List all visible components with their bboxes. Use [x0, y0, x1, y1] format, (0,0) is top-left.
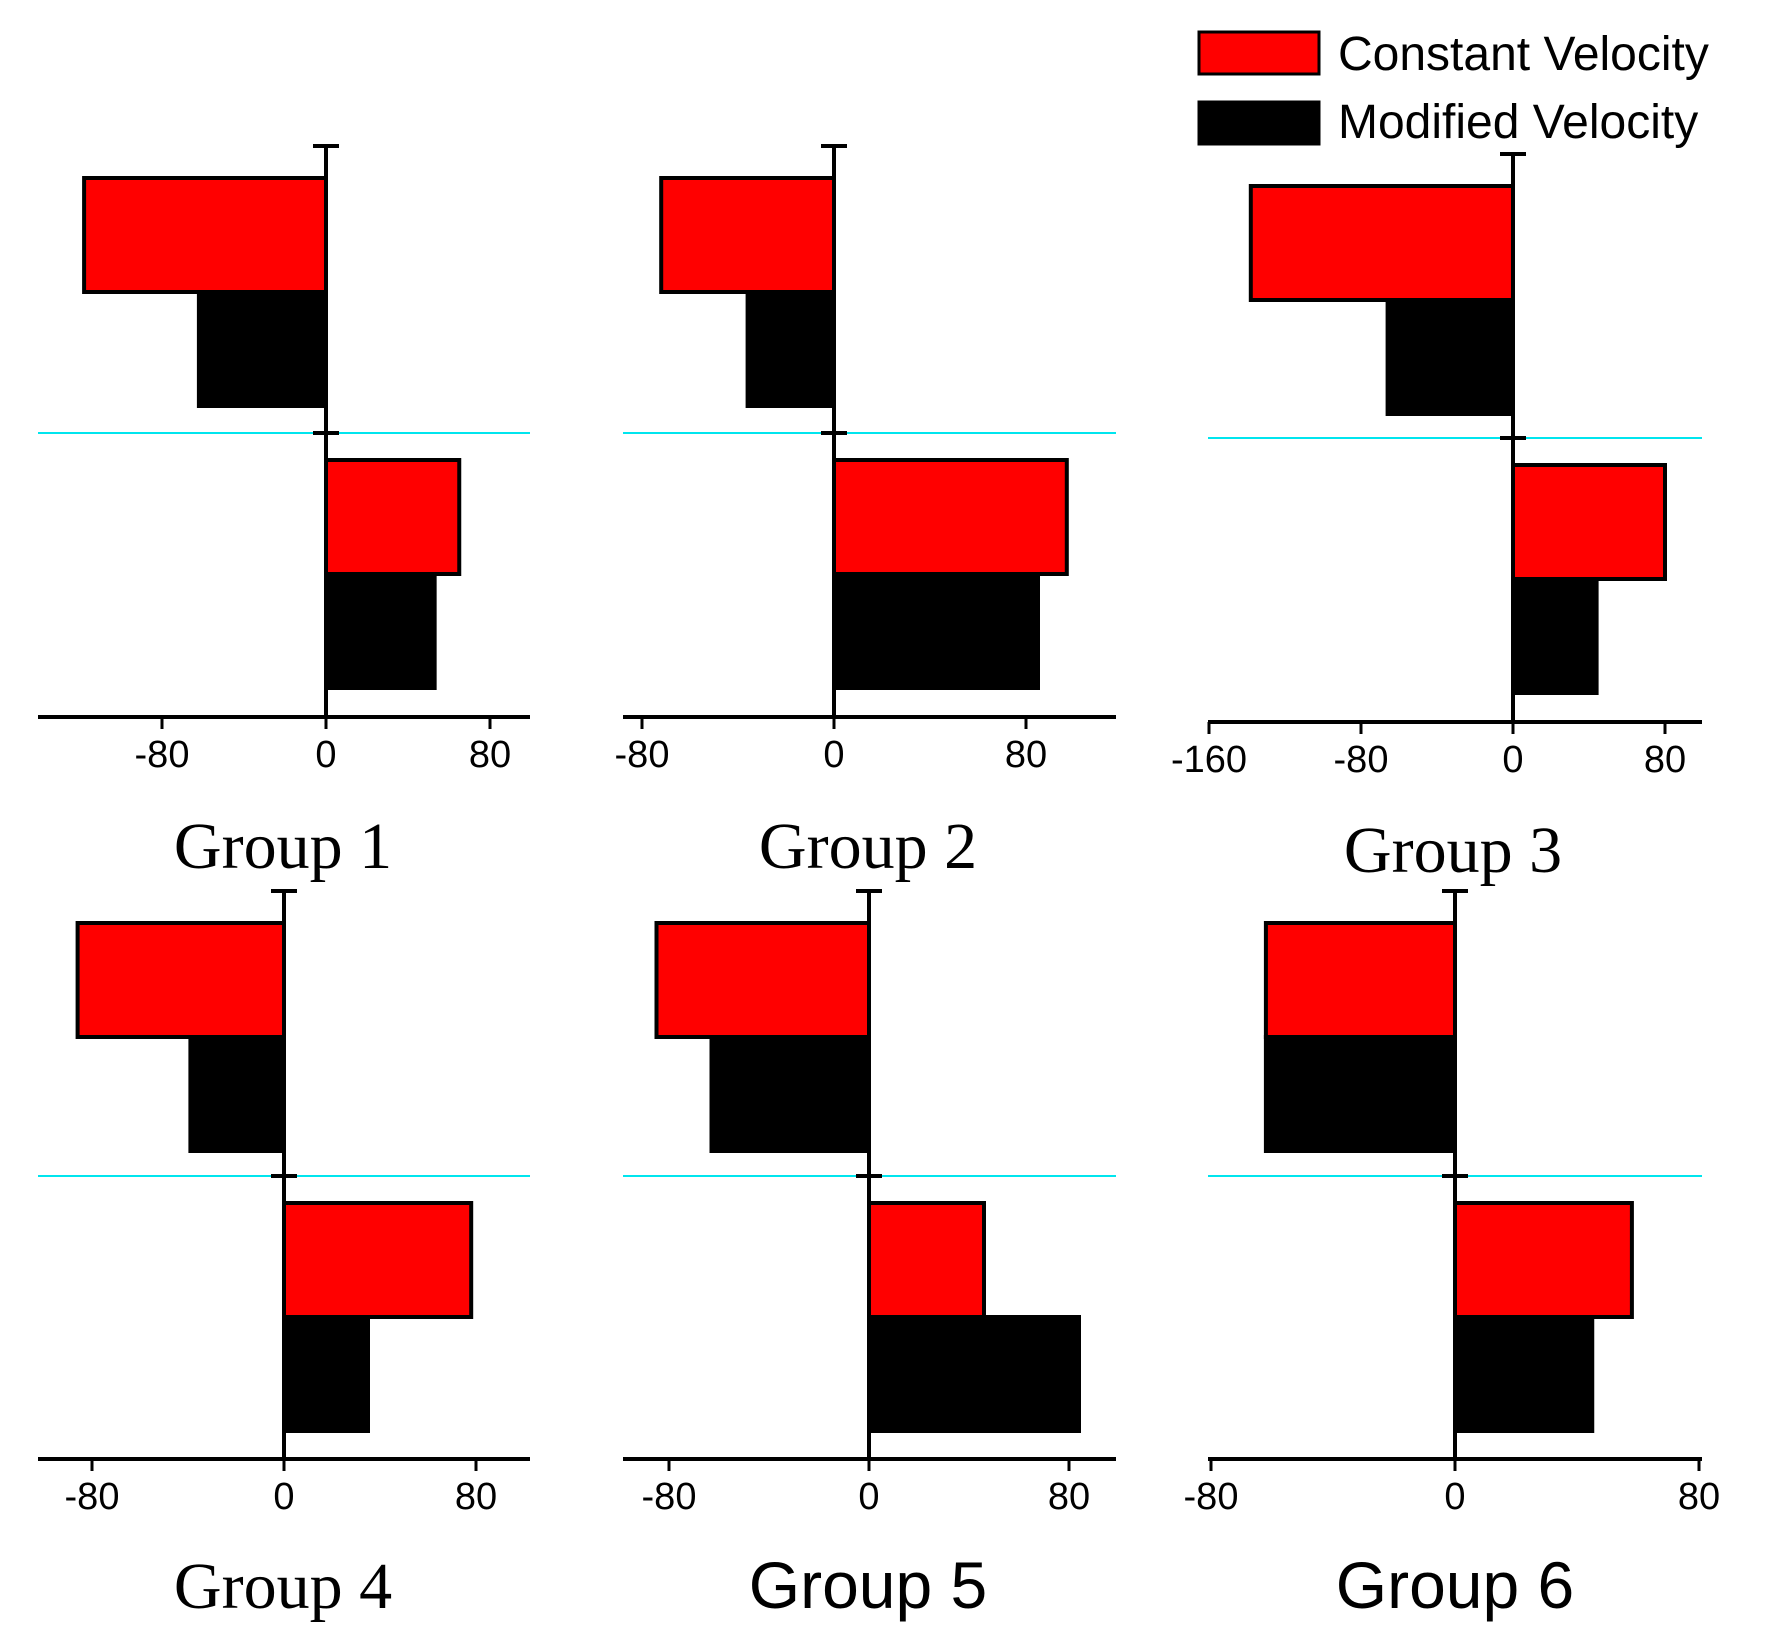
x-tick-label: 0: [858, 1476, 879, 1518]
panel-title: Group 3: [1344, 814, 1562, 887]
panel-title: Group 1: [174, 810, 392, 883]
x-tick-label: 80: [455, 1476, 497, 1518]
bar-upper-modified: [745, 290, 836, 408]
bar-lower-constant: [282, 1201, 474, 1319]
x-tick-label: -80: [1334, 739, 1389, 781]
panels: -80 0 80 Group 1 -80 0 80 Group 2 -160 -80 0 80 Grou…: [38, 144, 1720, 1623]
x-tick-label: 80: [1678, 1476, 1720, 1518]
bar-lower-modified: [1453, 1315, 1595, 1433]
legend: Constant Velocity Modified Velocity: [1197, 28, 1709, 149]
bar-lower-constant: [867, 1201, 986, 1319]
panel-6: -80 0 80 Group 6: [1184, 889, 1720, 1622]
bar-upper-modified: [1385, 298, 1515, 416]
bar-upper-modified: [188, 1035, 286, 1153]
x-tick-label: 80: [1644, 739, 1686, 781]
bar-upper-modified: [709, 1035, 871, 1153]
x-tick-label: -80: [615, 734, 670, 776]
bar-lower-constant: [832, 458, 1069, 576]
x-tick-label: -160: [1171, 739, 1247, 781]
legend-label-modified: Modified Velocity: [1338, 96, 1698, 149]
panel-title: Group 6: [1336, 1548, 1574, 1622]
bar-lower-modified: [1511, 577, 1599, 695]
x-tick-label: -80: [135, 734, 190, 776]
x-tick-label: 0: [315, 734, 336, 776]
bar-lower-modified: [324, 572, 437, 690]
bar-upper-constant: [75, 921, 286, 1039]
legend-swatch-modified: [1197, 100, 1321, 146]
x-tick-label: 80: [1005, 734, 1047, 776]
bar-upper-modified: [1263, 1035, 1458, 1153]
panel-4: -80 0 80 Group 4: [38, 889, 530, 1623]
x-tick-label: 0: [273, 1476, 294, 1518]
panel-1: -80 0 80 Group 1: [38, 144, 530, 883]
panel-title: Group 5: [749, 1548, 987, 1622]
x-tick-label: -80: [642, 1476, 697, 1518]
bar-lower-modified: [282, 1315, 370, 1433]
x-tick-label: -80: [1184, 1476, 1239, 1518]
legend-label-constant: Constant Velocity: [1338, 28, 1709, 81]
panel-title: Group 4: [174, 1550, 392, 1623]
bar-upper-constant: [654, 921, 871, 1039]
panel-3: -160 -80 0 80 Group 3: [1171, 152, 1702, 887]
bar-lower-modified: [867, 1315, 1081, 1433]
x-tick-label: 80: [1048, 1476, 1090, 1518]
bar-upper-constant: [1248, 184, 1516, 302]
x-tick-label: 0: [1502, 739, 1523, 781]
x-tick-label: -80: [65, 1476, 120, 1518]
panel-title: Group 2: [759, 810, 977, 883]
bar-lower-constant: [1453, 1201, 1634, 1319]
bar-upper-constant: [82, 176, 328, 294]
x-tick-label: 0: [1444, 1476, 1465, 1518]
bar-upper-modified: [196, 290, 328, 408]
bar-lower-constant: [324, 458, 462, 576]
bar-lower-constant: [1511, 463, 1667, 581]
bar-upper-constant: [659, 176, 837, 294]
legend-swatch-constant: [1197, 30, 1321, 76]
bar-lower-modified: [832, 572, 1040, 690]
x-tick-label: 0: [823, 734, 844, 776]
panel-5: -80 0 80 Group 5: [623, 889, 1116, 1622]
panel-2: -80 0 80 Group 2: [615, 144, 1116, 883]
x-tick-label: 80: [469, 734, 511, 776]
bar-upper-constant: [1263, 921, 1458, 1039]
